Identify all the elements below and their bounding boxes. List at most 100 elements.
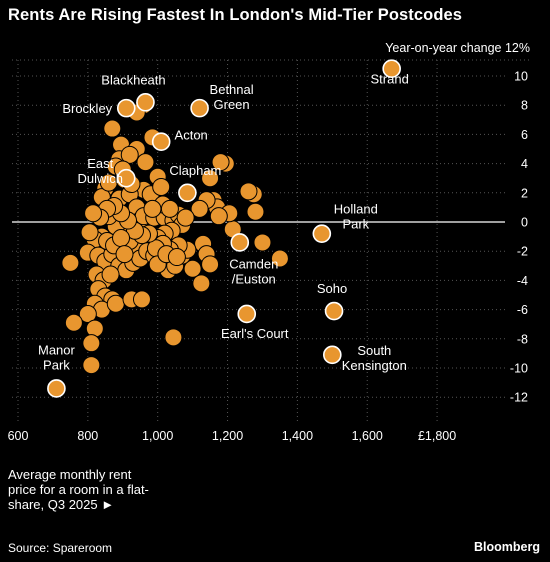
point-label: Strand (371, 72, 409, 87)
data-point (132, 290, 151, 309)
y-unit-label: Year-on-year change 12% (385, 41, 530, 55)
y-tick-label: -4 (517, 274, 528, 288)
data-point (115, 245, 134, 264)
y-tick-label: 2 (521, 186, 528, 200)
highlight-point (178, 183, 197, 203)
data-point (253, 233, 272, 252)
point-label: Acton (175, 128, 208, 143)
data-point (64, 313, 83, 332)
point-label: Holland Park (334, 202, 378, 232)
point-label-line: Park (342, 217, 369, 232)
brand-logo: Bloomberg (474, 540, 540, 554)
y-tick-label: -8 (517, 332, 528, 346)
data-point (82, 334, 101, 353)
data-point (101, 265, 120, 284)
highlight-point (151, 132, 171, 151)
point-label-line: Manor (38, 342, 76, 357)
data-point (211, 153, 230, 172)
highlight-point (116, 168, 136, 188)
point-label-line: Holland (334, 202, 378, 217)
highlight-point (136, 92, 155, 112)
x-tick-label: 1,600 (352, 429, 383, 443)
highlight-layer (47, 59, 401, 398)
source-note: Source: Spareroom (8, 541, 113, 555)
data-point (239, 182, 258, 201)
data-point (167, 248, 186, 267)
point-label-line: East (87, 156, 113, 171)
x-tick-label: £1,800 (418, 429, 456, 443)
data-point (84, 204, 103, 223)
y-tick-label: -6 (517, 303, 528, 317)
point-label-line: Acton (175, 128, 208, 143)
grid-layer (12, 59, 530, 422)
y-tick-label: 10 (514, 70, 528, 84)
data-point (192, 274, 211, 293)
data-point (120, 145, 139, 164)
point-label: Brockley (62, 101, 112, 116)
data-point (246, 202, 265, 221)
point-label-line: Brockley (62, 101, 112, 116)
data-point (183, 259, 202, 278)
point-label: Clapham (169, 163, 221, 178)
chart-title: Rents Are Rising Fastest In London's Mid… (8, 6, 463, 24)
point-label-line: Camden (229, 256, 278, 271)
data-point (112, 229, 131, 248)
point-label: Blackheath (101, 72, 165, 87)
data-point (201, 169, 220, 188)
highlight-point (237, 304, 257, 324)
data-point (201, 255, 220, 274)
data-point (176, 208, 195, 227)
x-tick-label: 1,400 (282, 429, 313, 443)
data-point (143, 199, 162, 218)
point-label-line: Strand (371, 72, 409, 87)
data-point (103, 119, 122, 138)
x-tick-label: 1,200 (212, 429, 243, 443)
highlight-point (47, 379, 66, 398)
y-tick-label: 6 (521, 128, 528, 142)
point-label-line: Blackheath (101, 72, 165, 87)
highlight-point (324, 301, 344, 321)
data-point (106, 294, 125, 313)
x-tick-label: 1,000 (142, 429, 173, 443)
highlight-point (116, 98, 136, 118)
point-label-line: Soho (317, 281, 347, 296)
point-label-line: Dulwich (78, 171, 124, 186)
point-label-line: /Euston (232, 271, 276, 286)
y-tick-label: 0 (521, 216, 528, 230)
highlight-point (312, 224, 332, 243)
point-label: Camden/Euston (229, 256, 278, 286)
label-layer: Strand Blackheath Bethnal Green Brockley Acto… (38, 72, 409, 373)
data-point (164, 328, 183, 347)
point-label: Soho (317, 281, 347, 296)
axis-layer: 10 8 6 4 2 0 -2 -4 -6 -8 -10 -12 Year-on-year change… (8, 41, 530, 443)
data-point (190, 199, 209, 218)
y-tick-label: -2 (517, 245, 528, 259)
highlight-point (382, 59, 401, 78)
data-point (152, 177, 171, 196)
y-tick-label: -10 (510, 362, 528, 376)
point-label: Manor Park (38, 342, 76, 372)
y-tick-label: 8 (521, 99, 528, 113)
x-axis-note: Average monthly rent price for a room in… (8, 467, 149, 512)
point-label-line: Clapham (169, 163, 221, 178)
point-label-line: Green (214, 97, 250, 112)
point-label-line: Bethnal (210, 82, 254, 97)
point-label-line: South (357, 343, 391, 358)
x-tick-label: 800 (77, 429, 98, 443)
data-point (61, 253, 80, 272)
point-label: Earl's Court (221, 326, 289, 341)
x-tick-label: 600 (8, 429, 29, 443)
y-tick-label: 4 (521, 157, 528, 171)
highlight-point (230, 233, 250, 252)
point-label-line: Park (43, 357, 70, 372)
data-point (80, 223, 99, 242)
data-point (160, 199, 179, 218)
point-label: East Dulwich (78, 156, 124, 186)
point-label: South Kensington (342, 343, 407, 373)
point-label-line: Kensington (342, 358, 407, 373)
highlight-point (190, 98, 209, 118)
data-point (270, 249, 289, 268)
data-point (78, 304, 97, 323)
data-point (136, 153, 155, 172)
